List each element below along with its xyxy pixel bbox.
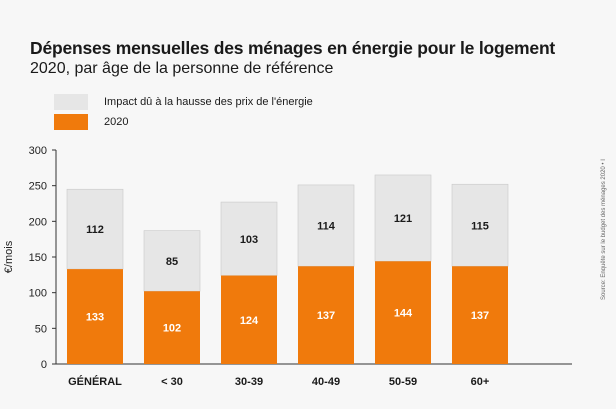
data-label-2020: 137 xyxy=(471,310,489,322)
bar-2020 xyxy=(452,266,508,364)
data-label-2020: 102 xyxy=(163,323,181,335)
y-tick-label: 200 xyxy=(29,216,47,228)
y-tick-label: 250 xyxy=(29,181,47,193)
x-tick-label: 30-39 xyxy=(235,376,263,388)
legend-label-2020: 2020 xyxy=(104,116,129,128)
x-tick-label: < 30 xyxy=(161,376,183,388)
data-label-impact: 114 xyxy=(317,221,336,233)
bar-impact xyxy=(297,184,355,267)
source-note: Source: Enquête sur le budget des ménage… xyxy=(601,159,607,300)
y-tick-label: 50 xyxy=(35,323,47,335)
bar-2020 xyxy=(298,266,354,364)
data-label-impact: 112 xyxy=(86,224,104,236)
x-tick-label: 60+ xyxy=(471,376,490,388)
y-tick-label: 300 xyxy=(29,145,47,157)
data-label-2020: 137 xyxy=(317,310,335,322)
data-label-impact: 103 xyxy=(240,234,258,246)
x-tick-label: 50-59 xyxy=(389,376,417,388)
data-label-impact: 121 xyxy=(394,213,412,225)
data-label-impact: 85 xyxy=(166,256,178,268)
legend-swatch-2020 xyxy=(54,114,88,130)
x-tick-label: GÉNÉRAL xyxy=(68,375,122,388)
legend-item-impact: Impact dû à la hausse des prix de l'éner… xyxy=(54,94,313,110)
data-label-2020: 144 xyxy=(394,308,413,320)
y-tick-label: 0 xyxy=(41,359,47,371)
data-label-2020: 124 xyxy=(240,315,259,327)
bar-impact xyxy=(374,174,432,262)
data-label-impact: 115 xyxy=(471,220,489,232)
legend-swatch-impact xyxy=(54,94,88,110)
bar-impact xyxy=(66,188,124,270)
bar-impact xyxy=(451,183,509,267)
bar-2020 xyxy=(67,269,123,364)
data-label-2020: 133 xyxy=(86,312,104,324)
bar-2020 xyxy=(375,261,431,364)
bar-2020 xyxy=(144,291,200,364)
y-tick-label: 150 xyxy=(29,252,47,264)
x-tick-label: 40-49 xyxy=(312,376,340,388)
bar-2020 xyxy=(221,275,277,364)
legend-label-impact: Impact dû à la hausse des prix de l'éner… xyxy=(104,96,313,108)
chart-title: Dépenses mensuelles des ménages en énerg… xyxy=(30,38,556,58)
y-tick-label: 100 xyxy=(29,288,47,300)
legend-item-2020: 2020 xyxy=(54,114,128,130)
y-axis-label: €/mois xyxy=(3,240,15,273)
chart-subtitle: 2020, par âge de la personne de référenc… xyxy=(30,60,334,77)
